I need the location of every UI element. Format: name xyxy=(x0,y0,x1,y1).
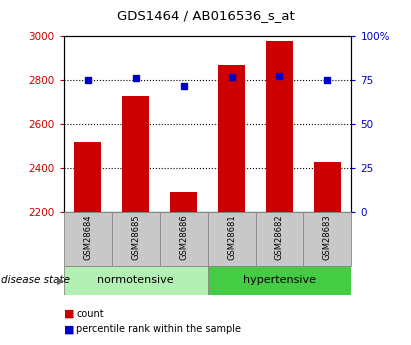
FancyBboxPatch shape xyxy=(208,266,351,295)
Bar xyxy=(266,41,293,212)
Text: GSM28684: GSM28684 xyxy=(83,214,92,260)
Text: GSM28686: GSM28686 xyxy=(179,214,188,260)
FancyBboxPatch shape xyxy=(112,212,159,266)
Text: GSM28683: GSM28683 xyxy=(323,214,332,260)
Text: ■: ■ xyxy=(64,325,74,334)
Text: GSM28681: GSM28681 xyxy=(227,214,236,260)
FancyBboxPatch shape xyxy=(64,266,208,295)
Text: count: count xyxy=(76,309,104,319)
FancyBboxPatch shape xyxy=(159,212,208,266)
Text: GSM28682: GSM28682 xyxy=(275,214,284,260)
Text: disease state: disease state xyxy=(1,275,70,285)
Bar xyxy=(122,96,149,212)
FancyBboxPatch shape xyxy=(64,212,112,266)
Text: percentile rank within the sample: percentile rank within the sample xyxy=(76,325,241,334)
FancyBboxPatch shape xyxy=(208,212,256,266)
Text: ■: ■ xyxy=(64,309,74,319)
Bar xyxy=(74,142,101,212)
Text: ▶: ▶ xyxy=(57,275,65,285)
Text: GDS1464 / AB016536_s_at: GDS1464 / AB016536_s_at xyxy=(117,9,294,22)
Bar xyxy=(218,65,245,212)
Bar xyxy=(314,161,341,212)
Bar xyxy=(171,193,197,212)
Text: GSM28685: GSM28685 xyxy=(131,214,140,260)
Text: normotensive: normotensive xyxy=(97,275,174,285)
FancyBboxPatch shape xyxy=(256,212,303,266)
FancyBboxPatch shape xyxy=(303,212,351,266)
Text: hypertensive: hypertensive xyxy=(243,275,316,285)
